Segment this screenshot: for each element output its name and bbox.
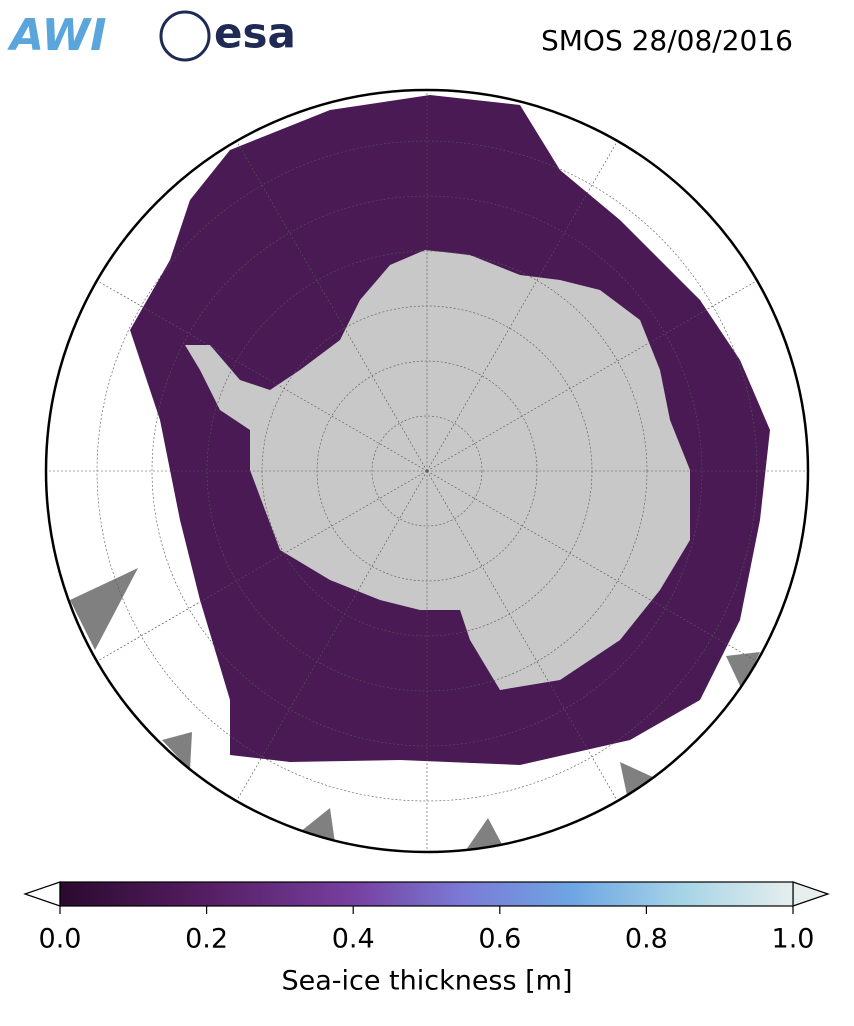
colorbar-extend-high (792, 881, 830, 907)
map-boundary (44, 88, 810, 854)
colorbar-tick-label: 0.4 (332, 924, 375, 955)
esa-logo-mark (159, 10, 211, 62)
map-area (46, 90, 808, 852)
colorbar-tick-label: 0.0 (39, 924, 82, 955)
colorbar-scale (59, 881, 794, 907)
colorbar-tick-label: 0.2 (185, 924, 228, 955)
colorbar-extend-low (23, 881, 61, 907)
esa-logo: esa (214, 9, 296, 58)
colorbar-tick-label: 1.0 (772, 924, 815, 955)
colorbar-tick-label: 0.6 (478, 924, 521, 955)
graticule (46, 90, 808, 852)
colorbar (23, 881, 830, 907)
awi-logo: AWI (7, 10, 107, 61)
colorbar-tick-label: 0.8 (625, 924, 668, 955)
map-title: SMOS 28/08/2016 (541, 24, 793, 57)
colorbar-label: Sea-ice thickness [m] (281, 966, 572, 997)
antarctica (185, 250, 690, 690)
